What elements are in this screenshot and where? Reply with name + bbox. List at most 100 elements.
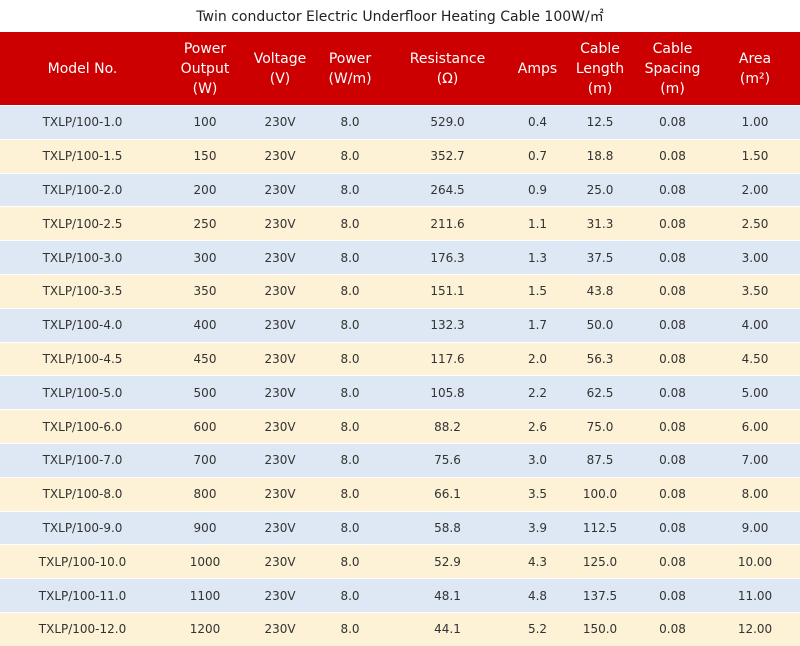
cell-cable-spacing: 0.08: [635, 240, 710, 275]
cell-amps: 3.0: [510, 442, 565, 478]
cell-resistance: 52.9: [385, 544, 510, 579]
table-row: TXLP/100-12.0 1200 230V 8.0 44.1 5.2 150.0 0.08…: [0, 611, 800, 646]
table-row: TXLP/100-11.0 1100 230V 8.0 48.1 4.8 137.5 0.08…: [0, 578, 800, 613]
cell-model-no: TXLP/100-11.0: [0, 578, 165, 613]
cell-cable-spacing: 0.08: [635, 206, 710, 241]
cell-power-output: 250: [165, 206, 245, 241]
cell-voltage: 230V: [245, 138, 315, 174]
table-row: TXLP/100-2.0 200 230V 8.0 264.5 0.9 25.0 0.08 2.…: [0, 172, 800, 207]
col-header-power-per-meter: Power (W/m): [315, 32, 385, 106]
cell-voltage: 230V: [245, 510, 315, 545]
cell-resistance: 132.3: [385, 307, 510, 343]
cell-power-per-meter: 8.0: [315, 138, 385, 174]
cell-cable-length: 87.5: [565, 442, 635, 478]
heating-cable-table: Model No. Power Output (W) Voltage (V) Powe…: [0, 32, 800, 646]
cell-resistance: 529.0: [385, 105, 510, 140]
cell-cable-length: 62.5: [565, 375, 635, 410]
cell-resistance: 264.5: [385, 172, 510, 207]
cell-amps: 0.4: [510, 105, 565, 140]
cell-cable-length: 18.8: [565, 138, 635, 174]
cell-voltage: 230V: [245, 476, 315, 512]
cell-power-per-meter: 8.0: [315, 172, 385, 207]
cell-cable-spacing: 0.08: [635, 375, 710, 410]
cell-model-no: TXLP/100-1.5: [0, 138, 165, 174]
cell-voltage: 230V: [245, 544, 315, 579]
cell-voltage: 230V: [245, 105, 315, 140]
cell-resistance: 117.6: [385, 341, 510, 376]
table-row: TXLP/100-4.5 450 230V 8.0 117.6 2.0 56.3 0.08 4.…: [0, 341, 800, 376]
table-row: TXLP/100-10.0 1000 230V 8.0 52.9 4.3 125.0 0.08…: [0, 544, 800, 579]
cell-cable-length: 50.0: [565, 307, 635, 343]
cell-resistance: 66.1: [385, 476, 510, 512]
cell-amps: 0.9: [510, 172, 565, 207]
table-row: TXLP/100-6.0 600 230V 8.0 88.2 2.6 75.0 0.08 6.0…: [0, 409, 800, 444]
cell-model-no: TXLP/100-5.0: [0, 375, 165, 410]
cell-area: 6.00: [710, 409, 800, 444]
cell-model-no: TXLP/100-10.0: [0, 544, 165, 579]
cell-cable-length: 12.5: [565, 105, 635, 140]
cell-area: 3.50: [710, 273, 800, 309]
cell-power-per-meter: 8.0: [315, 476, 385, 512]
cell-voltage: 230V: [245, 409, 315, 444]
table-row: TXLP/100-3.0 300 230V 8.0 176.3 1.3 37.5 0.08 3.…: [0, 240, 800, 275]
cell-power-per-meter: 8.0: [315, 375, 385, 410]
cell-cable-spacing: 0.08: [635, 341, 710, 376]
table-row: TXLP/100-4.0 400 230V 8.0 132.3 1.7 50.0 0.08 4.…: [0, 307, 800, 343]
cell-voltage: 230V: [245, 307, 315, 343]
cell-power-per-meter: 8.0: [315, 240, 385, 275]
cell-area: 3.00: [710, 240, 800, 275]
cell-power-per-meter: 8.0: [315, 442, 385, 478]
cell-power-output: 1200: [165, 611, 245, 646]
cell-cable-length: 25.0: [565, 172, 635, 207]
cell-area: 10.00: [710, 544, 800, 579]
cell-model-no: TXLP/100-3.0: [0, 240, 165, 275]
cell-power-per-meter: 8.0: [315, 307, 385, 343]
cell-cable-spacing: 0.08: [635, 611, 710, 646]
cell-cable-spacing: 0.08: [635, 510, 710, 545]
cell-area: 9.00: [710, 510, 800, 545]
cell-amps: 4.3: [510, 544, 565, 579]
cell-resistance: 48.1: [385, 578, 510, 613]
cell-area: 12.00: [710, 611, 800, 646]
cell-voltage: 230V: [245, 172, 315, 207]
cell-model-no: TXLP/100-12.0: [0, 611, 165, 646]
cell-amps: 1.7: [510, 307, 565, 343]
cell-model-no: TXLP/100-2.5: [0, 206, 165, 241]
cell-power-per-meter: 8.0: [315, 105, 385, 140]
cell-model-no: TXLP/100-7.0: [0, 442, 165, 478]
cell-model-no: TXLP/100-1.0: [0, 105, 165, 140]
cell-power-output: 150: [165, 138, 245, 174]
table-row: TXLP/100-3.5 350 230V 8.0 151.1 1.5 43.8 0.08 3.…: [0, 273, 800, 309]
cell-area: 11.00: [710, 578, 800, 613]
cell-resistance: 151.1: [385, 273, 510, 309]
col-header-voltage: Voltage (V): [245, 32, 315, 106]
cell-power-output: 900: [165, 510, 245, 545]
cell-cable-length: 75.0: [565, 409, 635, 444]
cell-power-output: 450: [165, 341, 245, 376]
col-header-amps: Amps: [510, 32, 565, 106]
cell-power-per-meter: 8.0: [315, 510, 385, 545]
cell-area: 4.50: [710, 341, 800, 376]
cell-power-per-meter: 8.0: [315, 578, 385, 613]
cell-resistance: 88.2: [385, 409, 510, 444]
cell-cable-length: 31.3: [565, 206, 635, 241]
cell-cable-spacing: 0.08: [635, 578, 710, 613]
cell-resistance: 176.3: [385, 240, 510, 275]
cell-model-no: TXLP/100-8.0: [0, 476, 165, 512]
cell-cable-length: 137.5: [565, 578, 635, 613]
cell-area: 8.00: [710, 476, 800, 512]
cell-area: 2.00: [710, 172, 800, 207]
cell-power-output: 400: [165, 307, 245, 343]
cell-power-per-meter: 8.0: [315, 341, 385, 376]
cell-resistance: 44.1: [385, 611, 510, 646]
cell-area: 7.00: [710, 442, 800, 478]
cell-cable-length: 112.5: [565, 510, 635, 545]
cell-cable-spacing: 0.08: [635, 172, 710, 207]
cell-resistance: 58.8: [385, 510, 510, 545]
cell-area: 5.00: [710, 375, 800, 410]
cell-cable-length: 150.0: [565, 611, 635, 646]
cell-voltage: 230V: [245, 273, 315, 309]
cell-amps: 1.1: [510, 206, 565, 241]
col-header-resistance: Resistance (Ω): [385, 32, 510, 106]
cell-power-output: 800: [165, 476, 245, 512]
